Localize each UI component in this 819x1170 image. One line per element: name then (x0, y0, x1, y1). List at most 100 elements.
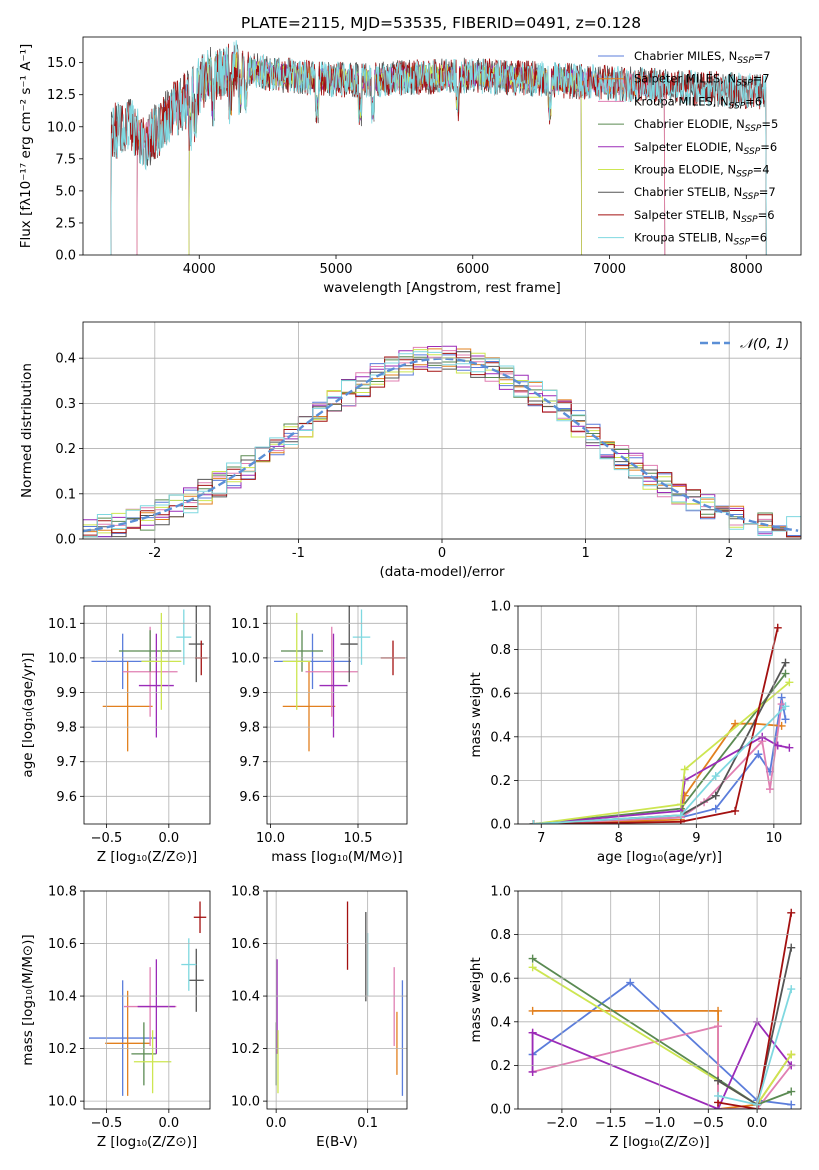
y-tick-label: 10.4 (48, 990, 77, 1005)
weight-marker (787, 1050, 796, 1059)
y-tick-label: 12.5 (47, 88, 76, 103)
x-tick-label: 8000 (730, 262, 763, 277)
y-tick-label: 0.1 (55, 487, 76, 502)
weight-marker (787, 1087, 796, 1096)
weight-marker (787, 985, 796, 994)
x-tick-label: 0.0 (158, 1116, 179, 1131)
x-tick-label: 5000 (319, 262, 352, 277)
y-tick-label: 0.0 (490, 1103, 511, 1118)
errorbar-kroupa-elodie (282, 612, 311, 710)
mass-weight-vs-z-plot-area (528, 908, 796, 1109)
legend-label-kroupa-elodie: Kroupa ELODIE, NSSP=4 (634, 163, 770, 180)
x-tick-label: −0.5 (91, 1116, 123, 1131)
y-tick-label: 0.0 (55, 249, 76, 264)
legend-label-chabrier-stelib: Chabrier STELIB, NSSP=7 (634, 185, 776, 202)
x-axis-label: E(B-V) (316, 1134, 358, 1150)
errorbar-chabrier-stelib (340, 606, 358, 683)
y-axis-label: mass weight (468, 672, 484, 757)
y-tick-label: 10.0 (48, 651, 77, 666)
weight-series-salpeter-miles (528, 1006, 796, 1109)
spectrum-legend: Chabrier MILES, NSSP=7 Salpeter MILES, NS… (598, 49, 778, 248)
weight-marker (676, 811, 685, 820)
age-vs-z-panel: −0.5 0.0 9.6 9.7 9.8 9.9 10.0 10.1 Z [log₁₀(Z/Z⊙… (20, 605, 211, 865)
y-tick-label: 0.2 (490, 1059, 511, 1074)
y-tick-label: 0.8 (490, 928, 511, 943)
x-tick-label: 9 (692, 831, 700, 846)
figure-title: PLATE=2115, MJD=53535, FIBERID=0491, z=0… (241, 14, 641, 32)
axes-frame (517, 890, 802, 1110)
y-axis-label: Flux [fλ10⁻¹⁷ erg cm⁻² s⁻¹ A⁻¹] (18, 44, 34, 249)
y-tick-label: 10.0 (48, 1095, 77, 1110)
legend-label-kroupa-stelib: Kroupa STELIB, NSSP=6 (634, 231, 767, 248)
x-tick-label: 0 (438, 546, 446, 561)
y-tick-label: 0.4 (490, 1015, 511, 1030)
x-tick-label: 10.0 (256, 831, 285, 846)
x-tick-label: −0.5 (693, 1116, 725, 1131)
errorbar-chabrier-miles (88, 980, 157, 1096)
y-tick-label: 0.3 (55, 397, 76, 412)
residual-histogram-panel: -2 -1 0 1 2 0.0 0.1 0.2 0.3 0.4 (data-model)/error… (19, 321, 802, 580)
x-tick-label: 0.0 (747, 1116, 768, 1131)
axes-frame (82, 36, 802, 256)
errorbar-kroupa-stelib (181, 938, 197, 991)
y-tick-label: 10.1 (48, 617, 77, 632)
gaussian-curve (83, 357, 799, 533)
errorbar-chabrier-elodie (281, 630, 323, 672)
weight-marker (714, 1091, 723, 1100)
y-tick-label: 0.0 (55, 533, 76, 548)
weight-line (533, 681, 790, 824)
y-tick-label: 2.5 (55, 216, 76, 231)
weight-line (533, 703, 783, 824)
y-tick-label: 10.6 (231, 937, 260, 952)
x-tick-label: 10.5 (344, 831, 373, 846)
weight-marker (714, 1022, 723, 1031)
y-axis-label: mass weight (468, 957, 484, 1042)
y-tick-label: 0.6 (490, 687, 511, 702)
y-tick-label: 9.8 (56, 721, 77, 736)
y-tick-label: 15.0 (47, 56, 76, 71)
spectrum-panel: 4000 5000 6000 7000 8000 0.0 2.5 5.0 7.5 10.0 12.5… (18, 36, 802, 296)
y-tick-label: 0.4 (490, 730, 511, 745)
y-tick-label: 9.7 (239, 755, 260, 770)
y-tick-label: 0.6 (490, 972, 511, 987)
x-tick-label: -2 (148, 546, 161, 561)
weight-marker (781, 715, 790, 724)
x-tick-label: −1.5 (595, 1116, 627, 1131)
y-tick-label: 10.1 (231, 617, 260, 632)
axes-frame (83, 605, 211, 825)
weight-series-salpeter-stelib (714, 908, 796, 1109)
mass-vs-z-plot-area (88, 901, 207, 1096)
errorbar-kroupa-stelib (352, 609, 371, 665)
axes-frame (82, 321, 802, 540)
x-tick-label: 2 (725, 546, 733, 561)
errorbar-salpeter-miles (282, 661, 336, 752)
weight-marker (528, 963, 537, 972)
y-tick-label: 5.0 (55, 184, 76, 199)
errorbar-chabrier-elodie (118, 630, 182, 672)
x-axis-label: Z [log₁₀(Z/Z⊙)] (97, 1134, 197, 1150)
y-tick-label: 7.5 (55, 152, 76, 167)
weight-series-kroupa-elodie (529, 678, 794, 824)
weight-marker (528, 1067, 537, 1076)
y-tick-label: 0.0 (490, 818, 511, 833)
age-vs-mass-plot-area (274, 606, 406, 752)
x-tick-label: 10 (766, 831, 783, 846)
y-tick-label: 10.6 (48, 937, 77, 952)
weight-marker (711, 791, 720, 800)
weight-marker (765, 785, 774, 794)
weight-marker (787, 908, 796, 917)
x-axis-label: age [log₁₀(age/yr)] (597, 849, 722, 865)
y-tick-label: 10.2 (231, 1042, 260, 1057)
weight-marker (785, 678, 794, 687)
y-tick-label: 1.0 (490, 600, 511, 615)
spectrum-plot-area (110, 40, 767, 255)
weight-line (532, 966, 792, 1106)
y-tick-label: 0.4 (55, 352, 76, 367)
mass-weight-vs-z-panel: −2.0 −1.5 −1.0 −0.5 0.0 0.0 0.2 0.4 0.6 0.8 1.0 Z [… (468, 885, 802, 1150)
y-tick-label: 10.8 (231, 885, 260, 900)
age-vs-mass-panel: 10.0 10.5 9.6 9.7 9.8 9.9 10.0 10.1 mass [log₁₀(… (231, 605, 408, 865)
axes-frame (266, 890, 408, 1110)
weight-marker (781, 702, 790, 711)
weight-marker (680, 765, 689, 774)
weight-marker (528, 1028, 537, 1037)
